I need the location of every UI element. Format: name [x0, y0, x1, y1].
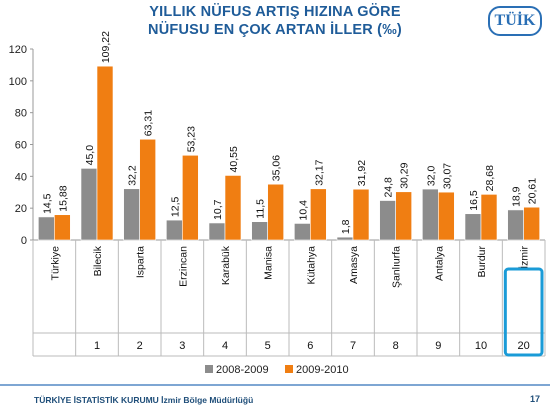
rank-label: 3 [179, 340, 185, 352]
category-label: Bilecik [92, 245, 104, 276]
rank-label: 8 [393, 340, 399, 352]
bar-2008-2009 [251, 221, 268, 241]
legend-swatch [285, 365, 293, 373]
footer-divider [0, 384, 550, 386]
data-label: 20,61 [527, 178, 539, 204]
bar-2008-2009 [507, 209, 524, 241]
y-tick-label: 20 [15, 203, 27, 215]
bar-2008-2009 [208, 222, 226, 241]
category-label: Karabük [220, 245, 232, 285]
bar-2009-2010 [96, 65, 114, 241]
data-label: 15,88 [57, 185, 69, 211]
category-label: Antalya [433, 246, 445, 281]
legend-swatch [205, 365, 213, 373]
category-label: Isparta [135, 246, 147, 278]
rank-label: 9 [435, 340, 441, 352]
legend-label: 2009-2010 [296, 364, 349, 376]
rank-label: 7 [350, 340, 356, 352]
data-label: 31,92 [356, 160, 368, 186]
category-label: Türkiye [49, 246, 61, 281]
bar-2009-2010 [310, 188, 327, 241]
y-tick-label: 40 [15, 171, 27, 183]
bar-2009-2010 [395, 191, 412, 241]
bar-2008-2009 [422, 188, 439, 241]
bar-2009-2010 [54, 214, 71, 241]
category-label: Kütahya [305, 246, 317, 285]
highlight-box [503, 267, 544, 357]
data-label: 16,5 [468, 190, 480, 211]
chart-title-line-2: NÜFUSU EN ÇOK ARTAN İLLER (‰) [148, 22, 402, 38]
bar-2008-2009 [379, 200, 396, 241]
data-label: 45,0 [84, 145, 96, 166]
rank-label: 2 [137, 340, 143, 352]
data-label: 1,8 [340, 219, 352, 234]
y-tick-label: 60 [15, 140, 27, 152]
bar-2009-2010 [438, 191, 455, 241]
bar-2009-2010 [182, 154, 199, 241]
rank-label: 1 [94, 340, 100, 352]
data-label: 10,4 [297, 200, 309, 221]
y-tick-label: 0 [21, 235, 27, 247]
bar-2008-2009 [336, 236, 354, 241]
data-label: 32,17 [313, 159, 325, 185]
bar-2009-2010 [480, 194, 498, 241]
rank-label: 6 [307, 340, 313, 352]
data-label: 63,31 [143, 110, 155, 136]
data-label: 30,07 [441, 163, 453, 189]
chart-title-line-1: YILLIK NÜFUS ARTIŞ HIZINA GÖRE [149, 4, 401, 20]
bar-2008-2009 [166, 219, 183, 241]
bar-2008-2009 [123, 188, 140, 241]
data-label: 24,8 [383, 177, 395, 198]
footer-text: TÜRKİYE İSTATİSTİK KURUMU İzmir Bölge Mü… [34, 395, 254, 405]
data-label: 35,06 [271, 155, 283, 181]
category-label: Manisa [263, 246, 275, 280]
bar-2009-2010 [139, 138, 156, 241]
rank-label: 4 [222, 340, 228, 352]
data-label: 30,29 [399, 162, 411, 188]
y-tick-label: 100 [9, 76, 27, 88]
bar-2008-2009 [294, 223, 311, 241]
y-tick-label: 120 [9, 44, 27, 56]
bar-2008-2009 [80, 168, 98, 241]
rank-label: 10 [475, 340, 487, 352]
category-label: Amasya [348, 246, 360, 284]
tuik-logo: TÜİK [488, 6, 542, 36]
data-label: 12,5 [169, 197, 181, 218]
rank-label: 5 [265, 340, 271, 352]
data-label: 18,9 [511, 186, 523, 207]
data-label: 40,55 [228, 146, 240, 172]
bar-2009-2010 [352, 188, 370, 241]
data-label: 53,23 [185, 126, 197, 152]
y-tick-label: 80 [15, 108, 27, 120]
bar-2009-2010 [267, 183, 284, 241]
bar-2009-2010 [224, 175, 242, 241]
category-label: Burdur [476, 245, 488, 277]
bar-2009-2010 [523, 206, 540, 241]
category-label: Şanlıurfa [391, 246, 403, 288]
data-label: 11,5 [255, 199, 267, 219]
bar-2008-2009 [464, 213, 482, 241]
category-label: İzmir [518, 246, 531, 269]
data-label: 32,0 [425, 165, 437, 186]
rank-label: 20 [518, 340, 530, 352]
data-label: 14,5 [41, 193, 53, 214]
page-number: 17 [530, 394, 541, 404]
data-label: 28,68 [484, 165, 496, 191]
data-label: 10,7 [212, 199, 224, 220]
legend-label: 2008-2009 [216, 364, 269, 376]
data-label: 32,2 [127, 165, 139, 186]
category-label: Erzincan [177, 246, 189, 287]
data-label: 109,22 [100, 31, 112, 63]
bar-2008-2009 [38, 216, 55, 241]
